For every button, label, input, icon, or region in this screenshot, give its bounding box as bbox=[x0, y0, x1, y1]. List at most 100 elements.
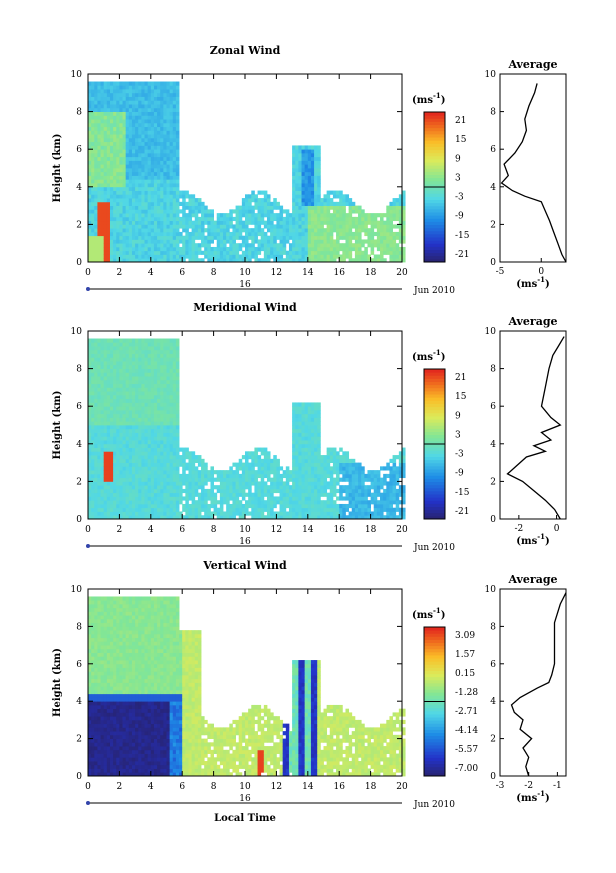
heatmap-cell bbox=[273, 228, 277, 233]
heatmap-cell bbox=[119, 394, 123, 400]
heatmap-cell bbox=[175, 250, 180, 255]
heatmap-cell bbox=[317, 462, 321, 467]
heatmap-cell bbox=[182, 473, 186, 479]
heatmap-cell bbox=[113, 387, 117, 392]
heatmap-cell bbox=[135, 198, 139, 203]
heatmap-cell bbox=[138, 409, 142, 415]
heatmap-cell bbox=[150, 417, 155, 422]
heatmap-cell bbox=[103, 458, 108, 463]
colorbar-segment bbox=[424, 205, 445, 210]
heatmap-cell bbox=[172, 130, 177, 135]
heatmap-cell bbox=[135, 511, 139, 516]
heatmap-cell bbox=[229, 481, 233, 486]
heatmap-cell bbox=[172, 379, 177, 385]
heatmap-cell bbox=[160, 115, 164, 120]
heatmap-cell bbox=[100, 156, 105, 161]
heatmap-cell bbox=[301, 500, 306, 505]
heatmap-cell bbox=[91, 364, 95, 369]
heatmap-cell bbox=[238, 507, 243, 512]
heatmap-cell bbox=[270, 515, 274, 520]
heatmap-cell bbox=[307, 492, 312, 497]
heatmap-cell bbox=[100, 115, 105, 120]
heatmap-cell bbox=[317, 485, 321, 490]
heatmap-cell bbox=[326, 451, 331, 456]
heatmap-cell bbox=[380, 228, 384, 233]
heatmap-cell bbox=[122, 503, 127, 509]
heatmap-cell bbox=[128, 462, 133, 467]
heatmap-cell bbox=[153, 179, 158, 184]
heatmap-cell bbox=[263, 258, 268, 263]
heatmap-cell bbox=[94, 398, 98, 403]
heatmap-cell bbox=[326, 213, 331, 218]
heatmap-cell bbox=[295, 421, 299, 426]
heatmap-cell bbox=[119, 346, 123, 351]
heatmap-cell bbox=[88, 496, 92, 501]
heatmap-cell bbox=[185, 451, 189, 456]
heatmap-cell bbox=[323, 485, 328, 490]
heatmap-cell bbox=[279, 507, 284, 512]
heatmap-cell bbox=[94, 156, 98, 161]
heatmap-cell bbox=[135, 216, 139, 222]
heatmap-cell bbox=[106, 224, 111, 229]
heatmap-cell bbox=[175, 409, 180, 415]
heatmap-cell bbox=[383, 243, 387, 248]
heatmap-cell bbox=[292, 406, 296, 411]
heatmap-cell bbox=[128, 235, 133, 240]
heatmap-cell bbox=[179, 201, 183, 206]
heatmap-cell bbox=[345, 194, 350, 199]
heatmap-cell bbox=[298, 436, 302, 441]
heatmap-cell bbox=[103, 440, 108, 445]
heatmap-cell bbox=[298, 175, 302, 180]
heatmap-cell bbox=[336, 477, 340, 482]
heatmap-cell bbox=[288, 507, 293, 512]
heatmap-cell bbox=[210, 213, 214, 218]
heatmap-cell bbox=[270, 477, 274, 482]
heatmap-cell bbox=[314, 224, 318, 229]
heatmap-cell bbox=[119, 515, 123, 520]
heatmap-cell bbox=[298, 243, 302, 248]
heatmap-cell bbox=[91, 194, 95, 199]
heatmap-cell bbox=[323, 254, 328, 259]
heatmap-cell bbox=[109, 254, 114, 259]
heatmap-cell bbox=[304, 432, 309, 437]
heatmap-cell bbox=[301, 175, 306, 180]
y-axis-label: Height (km) bbox=[52, 134, 63, 203]
heatmap-cell bbox=[88, 353, 92, 358]
heatmap-cell bbox=[263, 231, 268, 237]
heatmap-cell bbox=[263, 254, 268, 259]
heatmap-cell bbox=[235, 258, 240, 263]
heatmap-cell bbox=[304, 243, 309, 248]
heatmap-cell bbox=[270, 228, 274, 233]
heatmap-cell bbox=[348, 213, 353, 218]
heatmap-cell bbox=[163, 485, 167, 490]
heatmap-cell bbox=[288, 511, 293, 516]
heatmap-cell bbox=[232, 243, 236, 248]
heatmap-cell bbox=[304, 175, 309, 180]
heatmap-cell bbox=[301, 228, 306, 233]
heatmap-cell bbox=[131, 409, 136, 415]
heatmap-cell bbox=[135, 231, 139, 237]
heatmap-cell bbox=[150, 436, 155, 441]
heatmap-cell bbox=[103, 353, 108, 358]
heatmap-cell bbox=[317, 496, 321, 501]
heatmap-cell bbox=[141, 122, 145, 128]
heatmap-cell bbox=[103, 81, 108, 86]
heatmap-cell bbox=[131, 398, 136, 403]
heatmap-cell bbox=[389, 239, 393, 244]
heatmap-cell bbox=[169, 376, 174, 381]
heatmap-cell bbox=[131, 126, 136, 131]
heatmap-cell bbox=[266, 194, 271, 199]
heatmap-cell bbox=[191, 473, 196, 479]
heatmap-cell bbox=[91, 209, 95, 214]
y-tick-label: 4 bbox=[76, 183, 82, 193]
heatmap-cell bbox=[270, 462, 274, 467]
heatmap-cell bbox=[144, 122, 149, 128]
heatmap-cell bbox=[273, 231, 277, 237]
heatmap-cell bbox=[113, 492, 117, 497]
heatmap-cell bbox=[172, 96, 177, 101]
heatmap-cell bbox=[348, 239, 353, 244]
heatmap-cell bbox=[298, 186, 302, 191]
heatmap-cell bbox=[113, 368, 117, 373]
heatmap-cell bbox=[116, 383, 120, 388]
heatmap-cell bbox=[210, 228, 214, 233]
